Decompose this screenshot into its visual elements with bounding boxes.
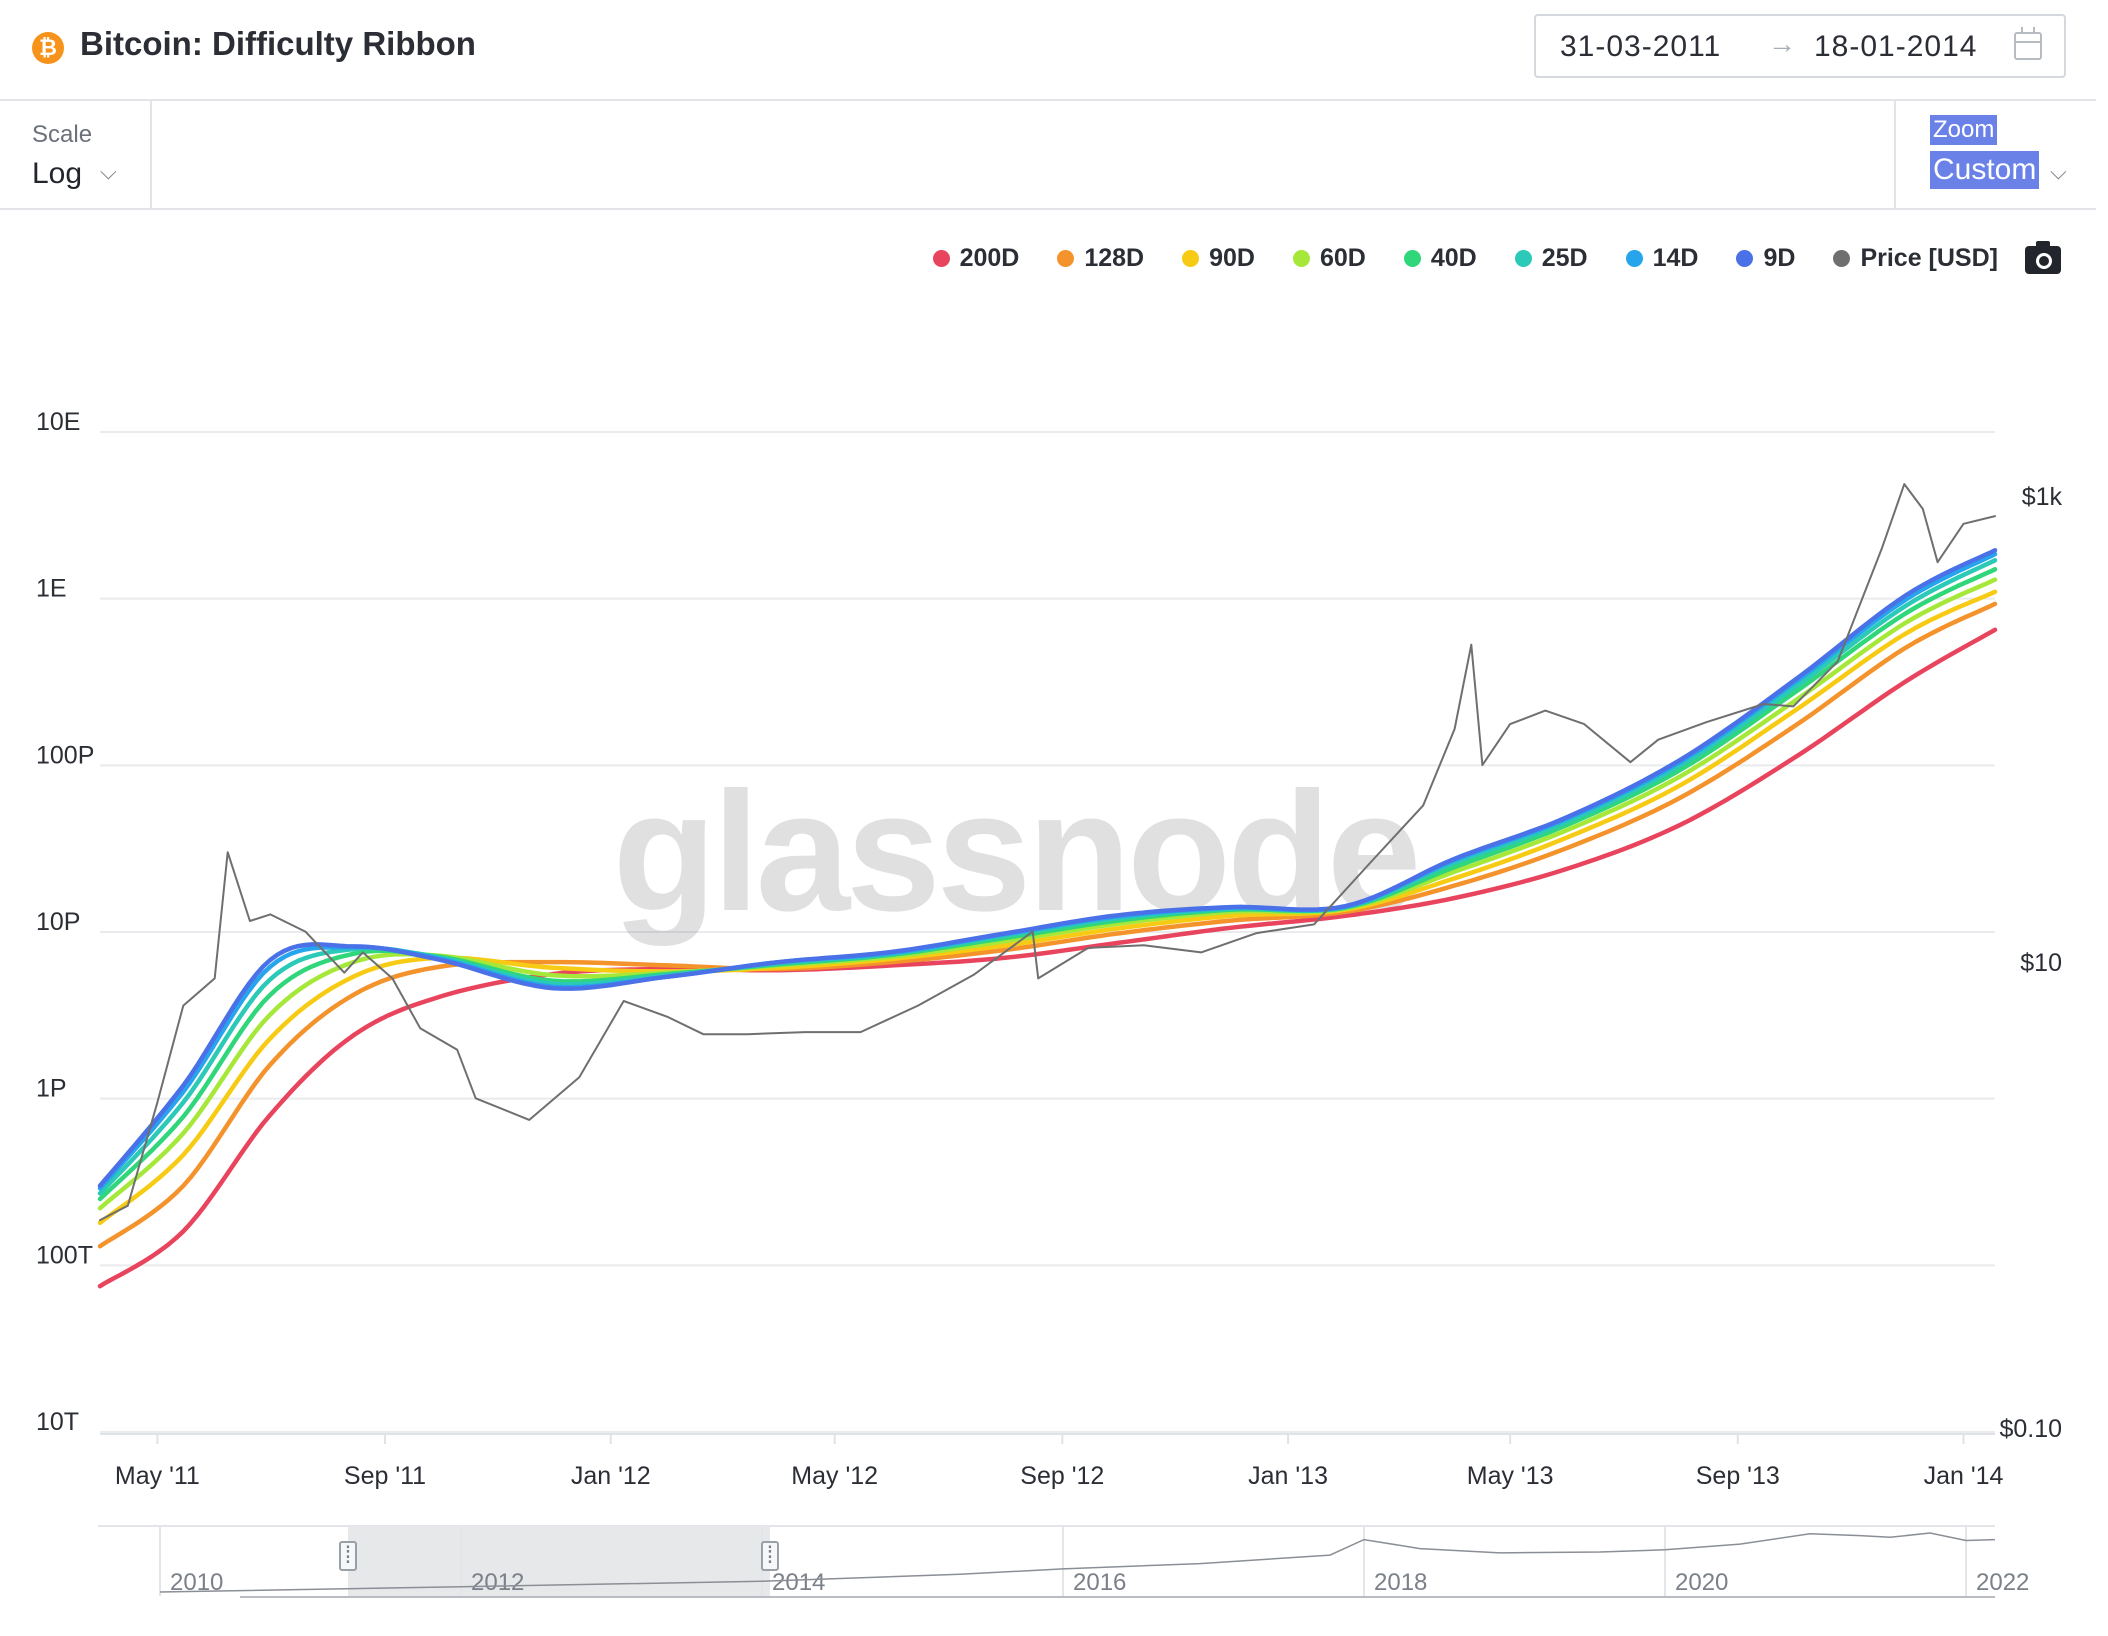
y-right-tick-label: $0.10 (1999, 1415, 2062, 1443)
navigator-handle-grip-icon: ⁞ (767, 1542, 774, 1569)
chart-series (97, 483, 1998, 1289)
legend-item[interactable]: Price [USD] (1833, 244, 1998, 273)
camera-icon[interactable] (2025, 241, 2061, 274)
y-tick-label: 10P (36, 908, 80, 936)
zoom-value[interactable]: Custom (1930, 151, 2040, 189)
y-tick-label: 10T (36, 1408, 79, 1436)
series-line-128d (97, 601, 1998, 1249)
series-line-price-usd (99, 483, 1996, 1222)
legend-dot (1514, 250, 1532, 267)
legend-label: 90D (1209, 244, 1255, 272)
legend-dot (1736, 250, 1754, 267)
scale-select[interactable]: Scale Log ⌵ (0, 101, 152, 208)
legend-label: 200D (959, 244, 1020, 272)
difficulty-ribbon-chart[interactable]: glassnode 10E1E100P10P1P100T10T$1k$10$0.… (0, 210, 2096, 1636)
legend-dot (1833, 250, 1851, 267)
chevron-down-icon[interactable]: ⌵ (100, 159, 117, 184)
legend-dot (1057, 250, 1075, 267)
x-tick-label: Sep '12 (1020, 1462, 1104, 1490)
series-line-200d (97, 627, 1998, 1289)
navigator-year-label: 2014 (772, 1569, 825, 1596)
legend-dot (1182, 250, 1200, 267)
y-tick-label: 10E (36, 408, 80, 436)
legend-dot (1625, 250, 1643, 267)
navigator-year-label: 2016 (1073, 1569, 1126, 1596)
navigator-year-label: 2012 (471, 1569, 524, 1596)
chart-legend: 200D 128D 90D 60D 40D 25D 14D 9D Price [USD] (895, 244, 1998, 273)
legend-item[interactable]: 25D (1514, 244, 1588, 273)
scale-label: Scale (32, 121, 93, 148)
navigator-year-label: 2020 (1675, 1569, 1728, 1596)
legend-item[interactable]: 60D (1292, 244, 1366, 273)
legend-item[interactable]: 200D (932, 244, 1020, 273)
navigator-year-label: 2018 (1374, 1569, 1427, 1596)
y-tick-label: 1P (36, 1075, 67, 1103)
legend-dot (1403, 250, 1421, 267)
range-navigator: 2010 2012 2014 2016 2018 2020 2022⁞ ⁞ (98, 1525, 2029, 1598)
legend-item[interactable]: 9D (1736, 244, 1795, 273)
x-tick-label: Jan '12 (571, 1462, 651, 1490)
series-line-40d (97, 567, 1998, 1202)
legend-item[interactable]: 14D (1625, 244, 1699, 273)
arrow-right-icon: → (1768, 28, 1796, 59)
date-to-input[interactable]: 18-01-2014 (1814, 30, 1978, 63)
bitcoin-logo-icon: ₿ (32, 32, 64, 64)
y-tick-label: 100P (36, 741, 94, 769)
x-tick-label: Sep '13 (1696, 1462, 1780, 1490)
x-tick-label: Sep '11 (344, 1462, 426, 1490)
x-tick-label: May '12 (791, 1462, 878, 1490)
navigator-year-label: 2022 (1976, 1569, 2029, 1596)
y-tick-label: 1E (36, 575, 67, 603)
date-range-picker[interactable]: 31-03-2011 → 18-01-2014 (1534, 14, 2066, 78)
x-tick-label: Jan '13 (1248, 1462, 1328, 1490)
y-tick-label: 100T (36, 1241, 93, 1269)
date-from-input[interactable]: 31-03-2011 (1560, 30, 1722, 63)
series-line-90d (97, 589, 1998, 1226)
chart-header: ₿ Bitcoin: Difficulty Ribbon 31-03-2011 … (0, 0, 2096, 101)
scale-value[interactable]: Log (32, 157, 83, 190)
page-title: Bitcoin: Difficulty Ribbon (80, 25, 476, 62)
legend-item[interactable]: 128D (1057, 244, 1144, 273)
calendar-icon[interactable] (2014, 27, 2042, 60)
chevron-down-icon[interactable]: ⌵ (2050, 159, 2067, 184)
legend-label: 60D (1319, 244, 1366, 272)
x-tick-label: Jan '14 (1924, 1462, 2004, 1490)
legend-label: 9D (1763, 244, 1796, 272)
legend-item[interactable]: 90D (1182, 244, 1255, 273)
zoom-select[interactable]: Zoom Custom ⌵ (1894, 101, 2096, 208)
chart-toolbar: Scale Log ⌵ Zoom Custom ⌵ (0, 101, 2096, 210)
legend-label: 128D (1084, 244, 1145, 272)
y-right-tick-label: $10 (2020, 949, 2062, 977)
legend-dot (1292, 250, 1310, 267)
legend-label: 40D (1430, 244, 1477, 272)
navigator-handle (339, 1541, 357, 1571)
legend-dot (932, 250, 950, 267)
y-right-tick-label: $1k (2022, 483, 2063, 511)
navigator-handle (761, 1541, 779, 1571)
legend-label: 14D (1652, 244, 1699, 272)
legend-item[interactable]: 40D (1403, 244, 1477, 273)
x-tick-label: May '11 (115, 1462, 200, 1490)
zoom-label: Zoom (1930, 115, 1998, 145)
chart-axes: 10E 1E 100P 10P 1P 100T 10T $1k $10 $0.10 May '11 S… (36, 408, 2062, 1490)
x-tick-label: May '13 (1467, 1462, 1554, 1490)
legend-label: 25D (1541, 244, 1588, 272)
legend-label: Price [USD] (1860, 244, 1998, 272)
navigator-handle-grip-icon: ⁞ (345, 1542, 352, 1569)
navigator-price-line (159, 1532, 1996, 1593)
series-line-9d (97, 548, 1998, 1189)
